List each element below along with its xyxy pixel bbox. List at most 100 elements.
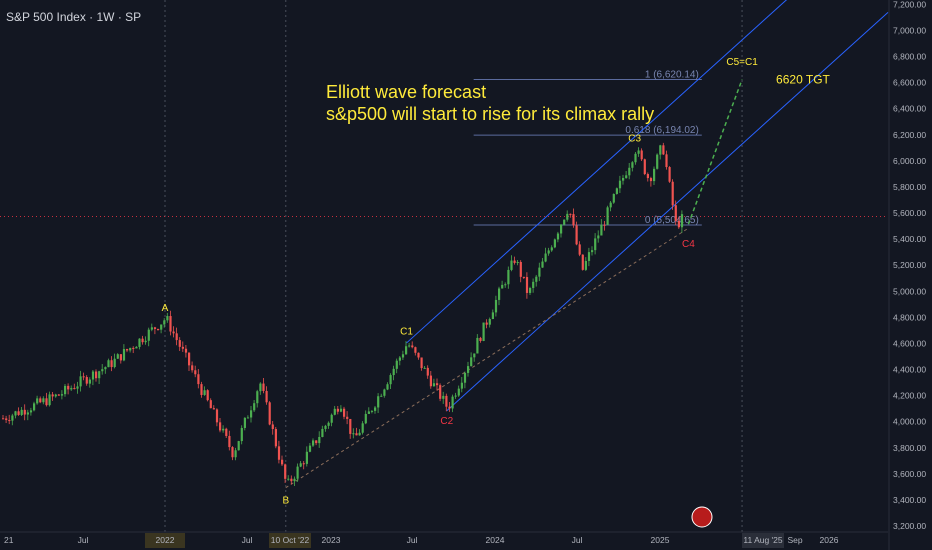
x-tick-label: Jul: [242, 535, 253, 545]
candle-body: [234, 450, 237, 458]
x-tick-label: 21: [4, 535, 14, 545]
candle-body: [33, 403, 36, 411]
candle-body: [308, 445, 312, 452]
candle-body: [476, 337, 479, 354]
chart-title: S&P 500 Index · 1W · SP: [6, 10, 142, 24]
candle-body: [290, 478, 293, 482]
wave-label-c5-eq-c1: C5=C1: [726, 57, 758, 68]
candle-body: [321, 428, 324, 437]
candle-body: [566, 213, 569, 220]
channel-lower-line: [446, 11, 889, 412]
x-tick-label: Jul: [78, 535, 89, 545]
candle-body: [587, 252, 591, 261]
candle-body: [584, 260, 587, 270]
candle-body: [122, 349, 126, 361]
annotation-line-1: Elliott wave forecast: [326, 82, 487, 102]
candle-body: [212, 408, 215, 410]
x-tick-label: 2024: [486, 535, 505, 545]
candle-body: [26, 412, 29, 415]
candle-body: [361, 423, 364, 433]
candle-body: [225, 428, 228, 436]
candle-body: [169, 316, 172, 332]
candle-body: [408, 345, 411, 347]
candle-body: [39, 398, 42, 403]
candle-body: [222, 428, 225, 431]
candle-body: [324, 425, 327, 429]
candle-body: [327, 422, 330, 426]
candle-body: [603, 224, 606, 226]
candle-body: [501, 284, 504, 289]
y-tick-label: 4,200.00: [893, 391, 926, 401]
candle-body: [519, 261, 522, 277]
y-tick-label: 6,000.00: [893, 156, 926, 166]
candle-body: [513, 260, 516, 263]
candle-body: [23, 409, 26, 415]
candle-body: [101, 369, 104, 372]
candle-body: [680, 214, 684, 228]
candle-body: [504, 284, 507, 286]
candle-body: [48, 394, 51, 406]
candle-body: [107, 360, 110, 368]
candle-body: [51, 394, 54, 397]
candle-body: [246, 417, 250, 419]
candle-body: [370, 410, 374, 412]
candle-body: [547, 250, 550, 254]
candle-body: [640, 150, 643, 160]
candle-body: [166, 316, 169, 321]
candle-body: [494, 299, 498, 313]
wave-label-c4: C4: [682, 239, 695, 250]
candle-body: [460, 382, 463, 389]
candle-body: [352, 433, 355, 435]
candle-body: [646, 174, 649, 179]
candle-body: [677, 220, 680, 228]
candle-body: [550, 247, 553, 251]
x-highlight-box: [742, 533, 784, 548]
y-tick-label: 6,200.00: [893, 130, 926, 140]
candle-body: [153, 327, 157, 329]
candle-body: [76, 386, 79, 389]
candle-body: [203, 390, 206, 395]
candle-body: [389, 375, 392, 385]
candle-body: [488, 319, 491, 325]
candle-body: [79, 376, 82, 387]
candle-body: [243, 417, 246, 428]
candle-body: [259, 383, 262, 392]
candle-body: [463, 372, 467, 383]
candle-body: [29, 410, 33, 413]
wave-label-c1: C1: [400, 326, 413, 337]
candle-body: [563, 219, 566, 225]
candle-body: [197, 374, 200, 385]
candle-body: [529, 287, 532, 293]
candle-body: [668, 167, 671, 182]
candle-body: [535, 276, 538, 282]
candle-body: [560, 224, 563, 234]
candle-body: [215, 409, 219, 423]
candle-body: [656, 154, 659, 169]
candle-body: [575, 225, 578, 245]
candle-body: [85, 377, 88, 384]
candle-body: [231, 447, 234, 458]
candle-body: [57, 394, 60, 396]
candle-body: [265, 390, 268, 403]
candle-body: [436, 383, 439, 386]
candle-body: [392, 368, 395, 376]
candle-body: [383, 389, 386, 396]
candle-body: [256, 391, 259, 404]
candle-body: [11, 415, 14, 421]
candle-body: [262, 383, 265, 391]
candle-body: [98, 371, 101, 379]
candle-body: [405, 346, 408, 355]
candle-body: [54, 394, 57, 397]
candle-body: [119, 354, 122, 361]
x-tick-label: 2026: [820, 535, 839, 545]
candle-body: [302, 463, 305, 465]
wave-label-c3: C3: [628, 133, 641, 144]
candle-body: [386, 384, 389, 390]
candle-body: [150, 327, 153, 330]
candle-body: [457, 388, 460, 396]
candle-body: [160, 324, 163, 330]
forecast-annotation: Elliott wave forecast s&p500 will start …: [326, 81, 654, 125]
candle-body: [485, 322, 488, 325]
